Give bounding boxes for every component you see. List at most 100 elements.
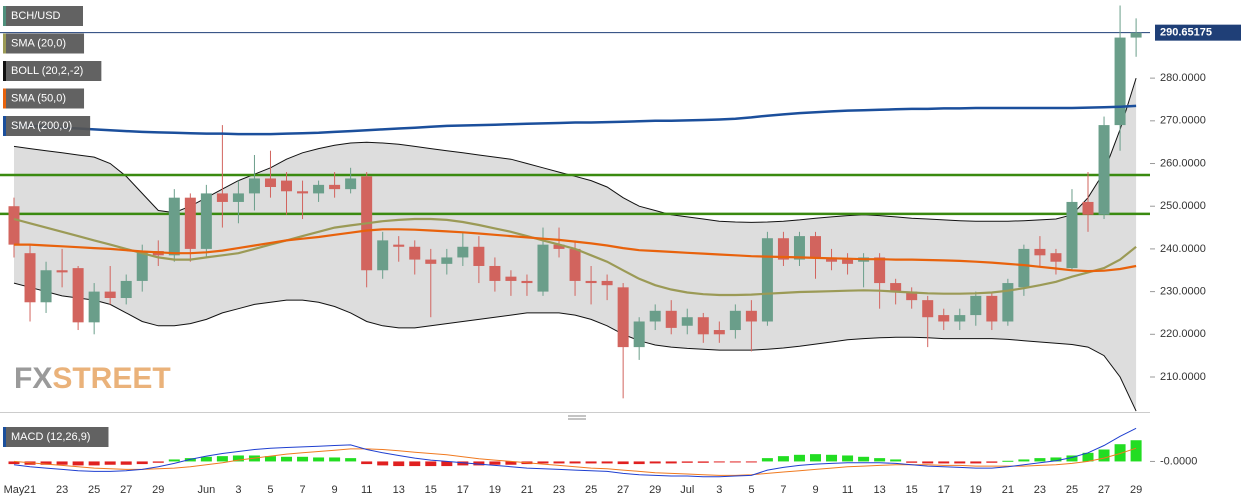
macd-bar bbox=[1018, 459, 1030, 462]
candle-body bbox=[890, 283, 902, 292]
x-tick-label: Jul bbox=[680, 484, 694, 496]
x-tick-label: 23 bbox=[553, 484, 565, 496]
candle-body bbox=[569, 248, 581, 281]
sma-line bbox=[13, 104, 1137, 136]
legend-swatch bbox=[3, 33, 6, 54]
x-tick-label: 23 bbox=[56, 484, 68, 496]
watermark-fx: FX bbox=[14, 362, 52, 395]
candle-body bbox=[986, 295, 998, 322]
x-tick-label: 9 bbox=[812, 484, 818, 496]
macd-bar bbox=[1034, 458, 1046, 462]
watermark-street: STREET bbox=[52, 362, 170, 395]
y-tick-label: 270.0000 bbox=[1160, 115, 1206, 127]
candle-body bbox=[537, 244, 549, 292]
macd-bar bbox=[104, 461, 116, 465]
macd-bar bbox=[617, 461, 629, 465]
candle-body bbox=[1050, 253, 1062, 262]
candle-body bbox=[649, 310, 661, 322]
macd-bar bbox=[601, 461, 613, 464]
candle-body bbox=[40, 270, 52, 303]
x-tick-label: 3 bbox=[716, 484, 722, 496]
macd-bar bbox=[1082, 452, 1094, 462]
candle-body bbox=[489, 265, 501, 281]
x-tick-label: 5 bbox=[267, 484, 273, 496]
x-tick-label: 11 bbox=[842, 484, 853, 496]
candle-body bbox=[665, 310, 677, 328]
candle-body bbox=[281, 180, 293, 192]
macd-bar bbox=[152, 461, 164, 463]
candle-body bbox=[521, 280, 533, 284]
legend-swatch bbox=[3, 116, 6, 136]
x-tick-label: 5 bbox=[748, 484, 754, 496]
resize-grip bbox=[568, 415, 586, 420]
y-tick-label: 220.0000 bbox=[1160, 328, 1206, 340]
macd-bar bbox=[729, 461, 741, 463]
y-tick-label: 230.0000 bbox=[1160, 286, 1206, 298]
candle-body bbox=[409, 246, 421, 260]
legend-box bbox=[3, 33, 85, 54]
macd-bar bbox=[200, 456, 212, 462]
candle-body bbox=[393, 244, 405, 247]
candle-body bbox=[601, 280, 613, 286]
macd-bar bbox=[216, 456, 228, 462]
x-tick-label: 27 bbox=[617, 484, 629, 496]
macd-bar bbox=[441, 461, 453, 467]
macd-bar bbox=[40, 461, 52, 465]
candle-body bbox=[697, 317, 709, 335]
watermark: FXSTREET bbox=[14, 362, 171, 395]
macd-bar bbox=[232, 455, 244, 462]
macd-bar bbox=[88, 461, 100, 466]
candle-body bbox=[761, 238, 773, 322]
x-tick-label: 21 bbox=[24, 484, 36, 496]
macd-bar bbox=[313, 457, 325, 462]
candle-body bbox=[585, 280, 597, 284]
candle-body bbox=[1002, 283, 1014, 322]
candle-body bbox=[553, 244, 565, 249]
y-tick-label: 250.0000 bbox=[1160, 200, 1206, 212]
macd-bar bbox=[681, 461, 693, 463]
candle-body bbox=[425, 259, 437, 264]
macd-bar bbox=[858, 456, 870, 462]
macd-bar bbox=[954, 461, 966, 464]
x-tick-label: 15 bbox=[906, 484, 918, 496]
macd-bar bbox=[489, 461, 501, 465]
macd-bar bbox=[777, 456, 789, 462]
macd-bar bbox=[457, 461, 469, 466]
candle-body bbox=[826, 257, 838, 262]
macd-bar bbox=[473, 461, 485, 466]
macd-bar bbox=[826, 454, 838, 462]
legend-label: MACD (12,26,9) bbox=[11, 431, 90, 443]
legend-swatch bbox=[3, 427, 6, 447]
candle-body bbox=[1066, 201, 1078, 269]
macd-bar bbox=[1002, 460, 1014, 462]
macd-bar bbox=[890, 459, 902, 462]
candle-body bbox=[297, 191, 309, 194]
macd-bar bbox=[409, 461, 421, 467]
candle-body bbox=[906, 291, 918, 301]
candle-body bbox=[1034, 248, 1046, 256]
macd-bar bbox=[393, 461, 405, 467]
macd-bar bbox=[120, 461, 132, 465]
last-price-box bbox=[1155, 24, 1241, 41]
macd-bar bbox=[970, 461, 982, 464]
candle-body bbox=[457, 246, 469, 258]
candle-body bbox=[473, 246, 485, 266]
y-tick-label: 260.0000 bbox=[1160, 157, 1206, 169]
x-tick-label: 13 bbox=[393, 484, 405, 496]
macd-bar bbox=[713, 461, 725, 463]
macd-bar bbox=[281, 456, 293, 462]
candle-body bbox=[168, 197, 180, 256]
candle-body bbox=[377, 240, 389, 271]
macd-bar bbox=[922, 461, 934, 464]
x-tick-label: 21 bbox=[521, 484, 533, 496]
macd-bar bbox=[906, 461, 918, 463]
candle-body bbox=[88, 291, 100, 323]
x-tick-label: 29 bbox=[649, 484, 661, 496]
macd-bar bbox=[745, 461, 757, 463]
candle-body bbox=[200, 193, 212, 249]
candle-body bbox=[329, 184, 341, 190]
legend-box bbox=[3, 6, 83, 26]
x-tick-label: 7 bbox=[780, 484, 786, 496]
legend-label: BCH/USD bbox=[11, 10, 61, 22]
macd-line bbox=[13, 427, 1137, 478]
